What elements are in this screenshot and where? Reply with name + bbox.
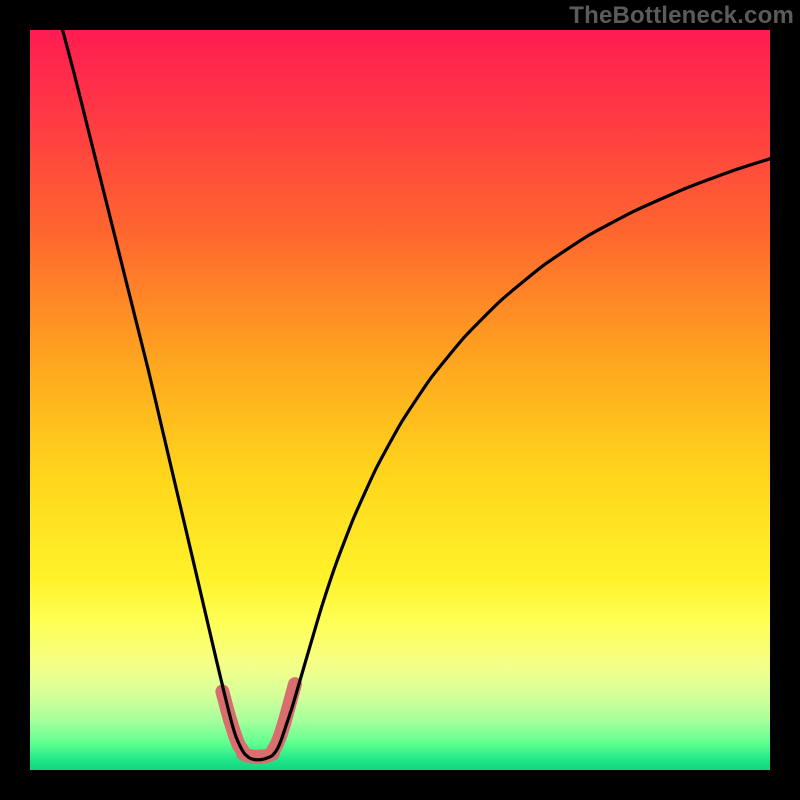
gradient-background [30, 30, 770, 770]
plot-area [30, 30, 770, 770]
watermark-text: TheBottleneck.com [569, 2, 794, 30]
chart-svg [30, 30, 770, 770]
chart-frame: TheBottleneck.com [0, 0, 800, 800]
